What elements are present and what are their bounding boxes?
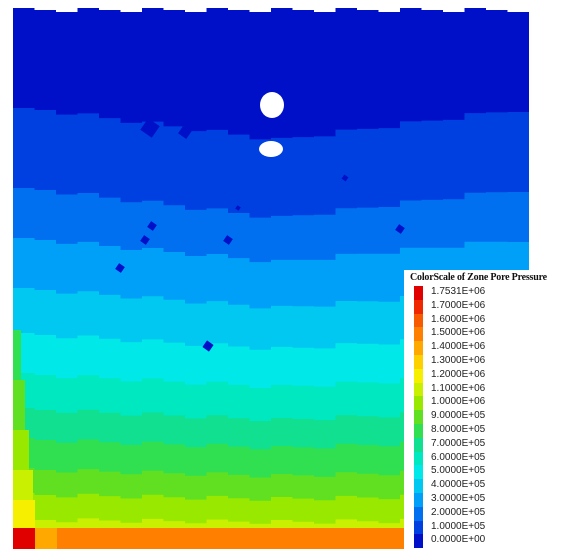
- legend-swatch: [414, 424, 423, 438]
- legend-entry: 1.1000E+06: [410, 382, 570, 397]
- legend-swatch: [414, 479, 423, 493]
- legend-label: 0.0000E+00: [431, 534, 486, 546]
- legend-swatch: [414, 465, 423, 480]
- base-zone: [13, 528, 529, 549]
- excavation-void: [260, 92, 284, 118]
- legend-swatch: [414, 396, 423, 411]
- base-boundary-zones: [13, 528, 529, 549]
- legend-label: 8.0000E+05: [431, 424, 486, 435]
- legend-entry: 1.5000E+06: [410, 327, 570, 342]
- base-zone: [13, 528, 35, 549]
- legend-swatch: [414, 313, 423, 328]
- legend-swatch: [414, 341, 423, 355]
- legend-label: 1.1000E+06: [431, 382, 486, 394]
- legend-swatch: [414, 437, 423, 452]
- anomaly-block: [147, 221, 157, 231]
- legend-entry: 1.0000E+06: [410, 396, 570, 411]
- legend-swatch: [414, 382, 423, 397]
- legend-label: 1.0000E+05: [431, 520, 486, 532]
- anomaly-block: [235, 205, 241, 211]
- legend-label: 5.0000E+05: [431, 465, 486, 477]
- legend-label: 1.7531E+06: [431, 286, 486, 297]
- legend-swatch: [414, 286, 423, 300]
- anomaly-block: [140, 235, 150, 245]
- anomaly-block: [395, 224, 405, 234]
- legend-entry: 5.0000E+05: [410, 465, 570, 480]
- legend-label: 9.0000E+05: [431, 410, 486, 422]
- legend-entry: 9.0000E+05: [410, 410, 570, 424]
- legend-label: 1.4000E+06: [431, 341, 486, 353]
- legend-entry: 6.0000E+05: [410, 451, 570, 466]
- anomaly-block: [202, 340, 214, 352]
- legend-entry: 0.0000E+00: [410, 534, 570, 549]
- legend-label: 1.6000E+06: [431, 313, 486, 325]
- anomaly-block: [115, 263, 125, 273]
- contour-bands: [13, 8, 529, 549]
- legend-swatch: [414, 327, 423, 342]
- legend-label: 6.0000E+05: [431, 451, 486, 463]
- excavation-voids: [259, 92, 284, 157]
- legend-entry: 4.0000E+05: [410, 479, 570, 493]
- legend-label: 1.7000E+06: [431, 299, 486, 311]
- legend-entry: 7.0000E+05: [410, 437, 570, 452]
- anomaly-block: [178, 125, 192, 139]
- legend-label: 1.0000E+06: [431, 396, 486, 408]
- legend-swatch: [414, 534, 423, 549]
- legend-entry: 1.3000E+06: [410, 355, 570, 369]
- legend-swatch: [414, 506, 423, 521]
- legend-label: 1.5000E+06: [431, 327, 486, 339]
- legend-swatch: [414, 493, 423, 507]
- legend-swatch: [414, 368, 423, 383]
- anomaly-block: [140, 118, 160, 138]
- legend-swatch: [414, 355, 423, 369]
- legend-label: 1.3000E+06: [431, 355, 486, 366]
- legend-swatch: [414, 410, 423, 424]
- legend-entry: 3.0000E+05: [410, 493, 570, 507]
- legend-entry: 1.2000E+06: [410, 368, 570, 383]
- legend-title: ColorScale of Zone Pore Pressure: [410, 272, 547, 283]
- legend-entry: 2.0000E+05: [410, 506, 570, 521]
- anomaly-block: [341, 174, 349, 182]
- legend-label: 1.2000E+06: [431, 368, 486, 380]
- color-scale-legend: ColorScale of Zone Pore Pressure 1.7531E…: [404, 270, 572, 549]
- legend-entry: 1.0000E+05: [410, 520, 570, 535]
- legend-label: 2.0000E+05: [431, 506, 486, 518]
- legend-swatch: [414, 520, 423, 535]
- legend-entry: 1.6000E+06: [410, 313, 570, 328]
- anomaly-block: [223, 235, 233, 245]
- base-zone: [35, 528, 57, 549]
- legend-swatch: [414, 451, 423, 466]
- legend-entry: 1.7531E+06: [410, 286, 570, 300]
- legend-swatch: [414, 299, 423, 314]
- legend-entry: 1.4000E+06: [410, 341, 570, 355]
- legend-entry: 8.0000E+05: [410, 424, 570, 438]
- legend-label: 4.0000E+05: [431, 479, 486, 491]
- low-pressure-anomalies: [115, 118, 405, 352]
- excavation-void: [259, 141, 283, 157]
- legend-entry: 1.7000E+06: [410, 299, 570, 314]
- legend-label: 7.0000E+05: [431, 437, 486, 449]
- legend-label: 3.0000E+05: [431, 493, 486, 504]
